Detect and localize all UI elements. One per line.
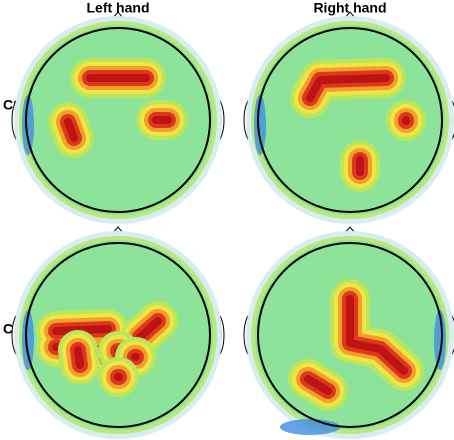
- head-outline: [257, 242, 443, 428]
- head-map: [243, 226, 454, 439]
- low-region: [254, 95, 266, 155]
- map-field: [23, 25, 213, 215]
- column-title: Left hand: [87, 0, 150, 16]
- head-maps: [11, 11, 454, 439]
- activation-blob: [136, 317, 162, 341]
- activation-blob: [74, 346, 84, 369]
- activation-blob: [306, 74, 390, 102]
- activation-blob: [64, 118, 78, 142]
- head-map: [11, 11, 225, 224]
- low-region: [280, 419, 340, 435]
- activation-blob: [346, 295, 408, 375]
- column-title: Right hand: [313, 0, 386, 16]
- low-region: [22, 310, 34, 370]
- activation-blob: [304, 375, 332, 395]
- head-map: [11, 226, 225, 439]
- head-outline: [25, 27, 211, 213]
- head-outline: [25, 242, 211, 428]
- head-outline: [257, 27, 443, 213]
- head-map: [243, 11, 454, 224]
- low-region: [22, 95, 34, 155]
- low-region: [434, 310, 446, 370]
